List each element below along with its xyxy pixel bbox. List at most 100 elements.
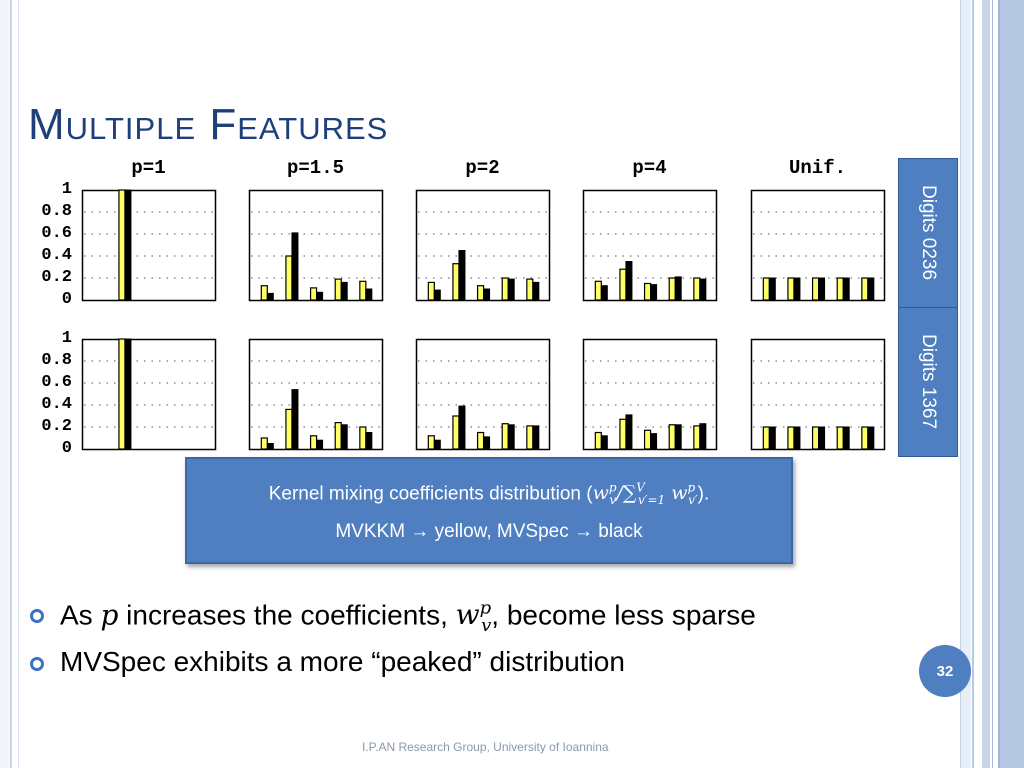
bar-mvkkm (811, 426, 820, 450)
bar-mvkkm (118, 338, 126, 450)
bar-mvspec (650, 284, 658, 301)
bar-mvkkm (260, 285, 268, 301)
bar-mvspec (507, 424, 515, 450)
bar-mvspec (458, 405, 466, 450)
caption-formula: wpv/∑Vv′=1 wpv′ (592, 481, 698, 508)
y-tick-label: 1 (61, 329, 72, 348)
bar-mvspec (768, 426, 776, 450)
row-label-text: Digits 0236 (918, 185, 939, 281)
bar-mvspec (842, 277, 850, 301)
left-border (0, 0, 12, 768)
caption-box: Kernel mixing coefficients distribution … (185, 457, 793, 564)
y-tick-label: 0.6 (41, 224, 72, 243)
bar-mvkkm (619, 418, 627, 450)
bar-mvkkm (452, 263, 460, 301)
page-number-badge: 32 (919, 645, 971, 697)
column-label: p=2 (465, 157, 500, 179)
bar-mvkkm (861, 277, 869, 301)
bar-mvspec (433, 439, 441, 450)
y-tick-label: 0 (61, 439, 72, 458)
bar-mvspec (674, 276, 682, 301)
bar-mvspec (483, 288, 491, 301)
bar-mvspec (867, 426, 875, 450)
bar-mvkkm (260, 437, 268, 450)
caption-text: Kernel mixing coefficients distribution … (268, 483, 593, 505)
y-tick-label: 1 (61, 180, 72, 199)
bar-mvkkm (861, 426, 869, 450)
bar-mvkkm (309, 287, 318, 301)
right-stripe (982, 0, 990, 768)
bullet-item: As p increases the coefficients, wpv, be… (30, 598, 756, 646)
bar-mvspec (793, 426, 801, 450)
bar-mvspec (650, 433, 658, 450)
right-stripe (992, 0, 997, 768)
bar-mvkkm (594, 280, 602, 301)
y-tick-label: 0.8 (41, 351, 72, 370)
bar-mvkkm (668, 277, 676, 301)
bullet-item: MVSpec exhibits a more “peaked” distribu… (30, 646, 756, 694)
bar-mvspec (867, 277, 875, 301)
right-stripe (998, 0, 1024, 768)
column-label: p=1.5 (286, 157, 344, 179)
bar-mvspec (266, 443, 274, 450)
row-label-digits-0236: Digits 0236 (898, 158, 958, 308)
bar-mvspec (458, 250, 466, 301)
bar-mvspec (768, 277, 776, 301)
bar-mvkkm (787, 277, 795, 301)
y-tick-label: 0.6 (41, 373, 72, 392)
bar-mvspec (316, 439, 324, 450)
bar-mvspec (674, 424, 682, 450)
row-label-text: Digits 1367 (918, 334, 939, 430)
y-tick-label: 0 (61, 290, 72, 309)
column-label: Unif. (788, 157, 846, 179)
bar-mvspec (266, 292, 274, 301)
y-tick-label: 0.4 (41, 246, 72, 265)
bar-mvspec (340, 424, 348, 450)
bar-mvkkm (787, 426, 795, 450)
bar-mvspec (625, 414, 633, 450)
bar-mvspec (365, 288, 373, 301)
y-tick-label: 0.2 (41, 268, 72, 287)
bar-mvspec (699, 423, 707, 450)
left-border-inner (12, 0, 19, 768)
bar-mvspec (124, 338, 132, 450)
bar-mvspec (507, 278, 515, 301)
bar-mvkkm (836, 277, 844, 301)
bar-mvkkm (309, 435, 318, 450)
bar-mvkkm (359, 280, 367, 301)
bar-mvspec (625, 261, 633, 301)
right-stripe (960, 0, 971, 768)
caption-line-1: Kernel mixing coefficients distribution … (268, 481, 710, 508)
bar-mvkkm (643, 429, 652, 450)
column-label: p=4 (632, 157, 667, 179)
bar-mvspec (365, 432, 373, 450)
bar-mvspec (699, 278, 707, 301)
bar-mvkkm (359, 426, 367, 450)
bar-mvkkm (836, 426, 844, 450)
bar-mvspec (818, 277, 826, 301)
y-tick-label: 0.2 (41, 417, 72, 436)
bar-mvkkm (693, 277, 701, 301)
right-stripe (972, 0, 980, 768)
chart-panel-frame (81, 189, 217, 302)
bar-mvspec (291, 232, 299, 301)
bar-mvspec (483, 436, 491, 450)
bar-mvspec (316, 291, 324, 301)
bar-mvkkm (762, 277, 770, 301)
column-label: p=1 (131, 157, 166, 179)
bar-mvkkm (285, 255, 293, 301)
footer-text: I.P.AN Research Group, University of Ioa… (362, 740, 609, 754)
bar-mvkkm (427, 281, 435, 301)
bar-mvkkm (476, 285, 485, 301)
bullet-icon (30, 657, 44, 671)
bar-mvspec (842, 426, 850, 450)
bar-mvkkm (476, 431, 485, 450)
bar-mvspec (291, 389, 299, 450)
bar-mvkkm (643, 282, 652, 301)
bar-mvspec (600, 285, 608, 301)
row-label-digits-1367: Digits 1367 (898, 307, 958, 457)
chart-panel-frame (81, 338, 217, 451)
bar-mvkkm (427, 435, 435, 450)
